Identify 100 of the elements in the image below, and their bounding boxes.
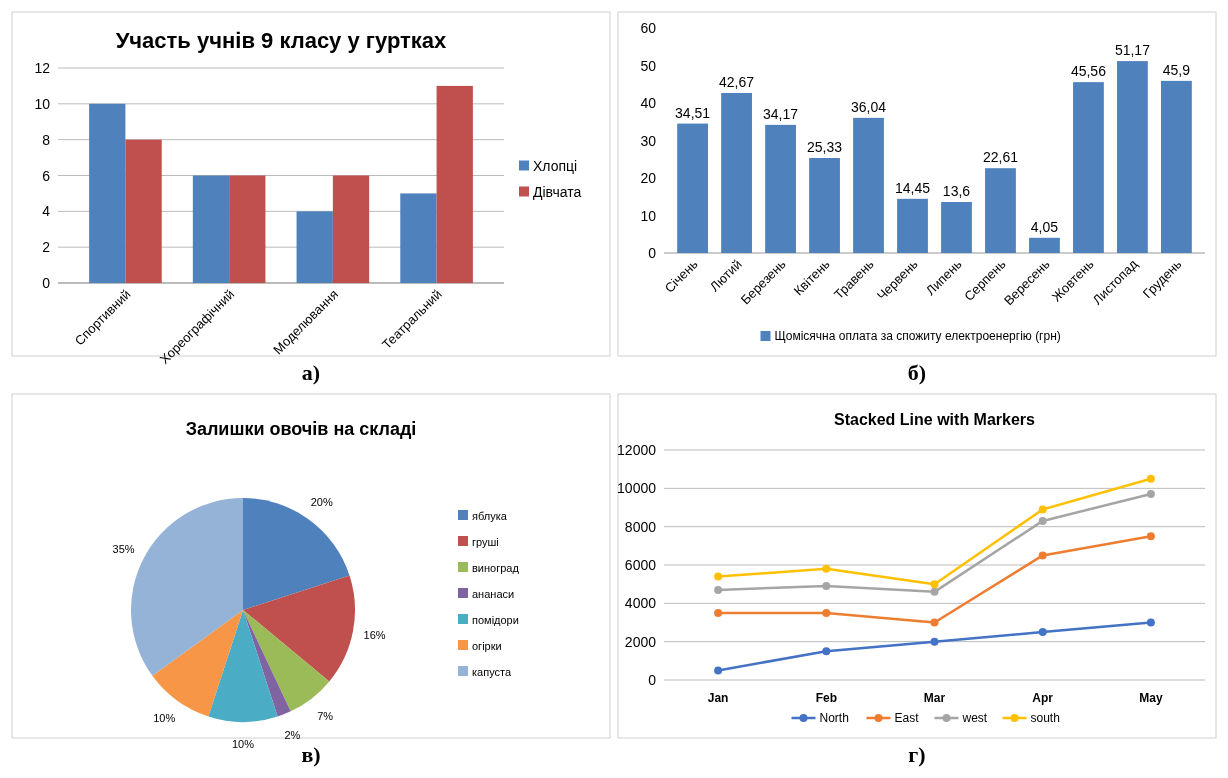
bar [296,211,333,283]
legend-label: ананаси [472,588,515,600]
point [1146,474,1155,483]
bar [1073,82,1104,253]
bar [1161,80,1192,253]
legend-label: North [819,711,849,725]
y-tick-label: 12000 [617,442,657,458]
legend-label: груші [472,536,499,548]
x-tick-label: Mar [923,691,946,705]
point [1038,505,1047,514]
point [714,666,723,675]
y-tick-label: 60 [640,20,657,36]
y-tick-label: 4000 [624,595,657,612]
bar [853,117,884,253]
bar [89,103,126,283]
legend-label: виноград [472,562,520,574]
y-tick-label: 30 [640,132,657,149]
legend-label: яблука [472,510,508,522]
point [930,637,939,646]
x-tick-label: Apr [1032,691,1054,705]
text: г) [908,742,926,767]
y-tick-label: 12 [34,60,51,76]
legend-label: капуста [472,666,512,678]
data-label: 36,04 [851,98,887,115]
y-tick-label: 0 [648,672,657,688]
y-tick-label: 6000 [624,557,657,573]
y-tick-label: 10 [640,207,657,224]
point [822,608,831,617]
point [1146,618,1155,627]
legend-label: south [1030,711,1060,725]
pie-slice [243,610,291,717]
point [1146,490,1155,499]
legend-label: огірки [472,640,502,652]
y-tick-label: 8000 [624,518,657,535]
chart-title: Участь учнів 9 класу у гуртках [115,28,448,53]
y-tick-label: 4 [42,203,51,220]
bar [897,198,928,253]
data-label: 13,6 [942,183,971,199]
data-label: 45,56 [1070,63,1107,80]
point [714,572,723,581]
point [1038,551,1047,560]
data-label: 51,17 [1114,42,1151,59]
data-label: 35% [112,543,135,556]
data-label: 34,17 [763,105,799,122]
point [714,585,723,594]
x-tick-label: Feb [815,691,837,705]
data-label: 45,9 [1162,61,1191,78]
y-tick-label: 10 [34,95,51,112]
point [1038,516,1047,525]
legend-label: Хлопці [533,157,578,174]
legend-label: Дівчата [533,183,582,200]
data-label: 2% [284,728,301,741]
data-label: 10% [153,712,176,725]
data-label: 20% [310,495,333,508]
point [930,580,939,589]
y-tick-label: 50 [640,57,657,74]
point [822,564,831,573]
chart-title: Залишки овочів на складі [185,419,417,439]
y-tick-label: 6 [42,167,51,184]
bar [436,85,473,283]
y-tick-label: 40 [640,95,657,111]
legend-label: west [961,711,988,725]
point [930,618,939,627]
point [1038,628,1047,637]
data-label: 34,51 [675,104,711,121]
bar [941,202,972,253]
bar [1029,237,1060,253]
text: в) [301,742,321,767]
y-tick-label: 0 [648,245,657,261]
legend-label: Щомісячна оплата за спожиту електроенергію (грн) [774,329,1061,343]
bar [125,139,162,283]
bar [677,123,708,253]
pie-slice [243,498,350,610]
y-tick-label: 10000 [617,480,657,497]
data-label: 4,05 [1030,218,1059,235]
bar [809,158,840,253]
x-tick-label: Jan [707,691,729,705]
point [714,608,723,617]
pie-slice [243,610,330,712]
bar [192,175,230,283]
point [822,582,831,591]
data-label: 22,61 [982,149,1019,166]
point [930,587,939,596]
legend-label: East [894,711,920,725]
bar [721,92,752,253]
y-tick-label: 2 [42,239,51,256]
bar [765,124,796,253]
y-tick-label: 20 [640,170,657,186]
x-tick-label: May [1139,691,1163,705]
bar [1117,61,1148,253]
pie-slice [208,610,278,722]
pie-slice [243,575,355,682]
y-tick-label: 2000 [624,633,657,650]
point [822,647,831,656]
y-tick-label: 8 [42,131,51,148]
bar [229,175,266,283]
data-label: 7% [317,709,334,722]
bar [332,175,370,283]
data-label: 16% [363,629,386,642]
bar [400,193,437,283]
